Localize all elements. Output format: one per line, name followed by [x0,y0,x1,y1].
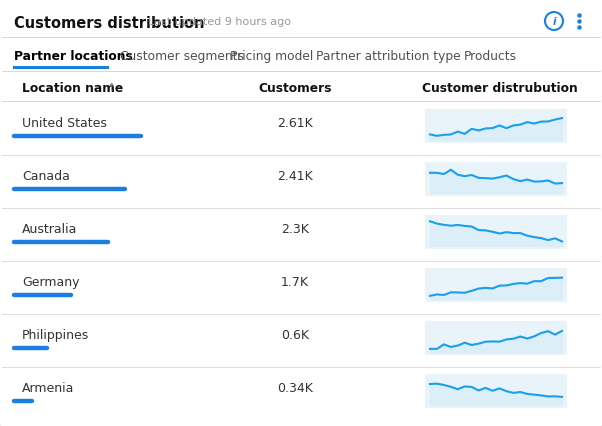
FancyBboxPatch shape [425,163,567,196]
FancyBboxPatch shape [425,374,567,408]
Text: Australia: Australia [22,222,78,236]
Text: Products: Products [464,50,517,63]
FancyBboxPatch shape [425,268,567,302]
Text: Armenia: Armenia [22,381,75,394]
Text: 0.34K: 0.34K [277,381,313,394]
Text: Location name: Location name [22,82,123,95]
Text: Germany: Germany [22,275,79,288]
FancyBboxPatch shape [425,110,567,144]
FancyBboxPatch shape [425,321,567,355]
Text: Last updated 9 hours ago: Last updated 9 hours ago [148,17,291,27]
Text: 2.3K: 2.3K [281,222,309,236]
Text: i: i [552,17,556,27]
FancyBboxPatch shape [425,216,567,249]
Text: 2.41K: 2.41K [277,170,313,183]
Text: 2.61K: 2.61K [277,117,313,130]
Text: Canada: Canada [22,170,70,183]
Text: Customer distrubution: Customer distrubution [422,82,578,95]
Text: ↑: ↑ [107,83,116,93]
Text: Pricing model: Pricing model [230,50,313,63]
Text: Partner attribution type: Partner attribution type [316,50,461,63]
Text: Customer segments: Customer segments [120,50,244,63]
Text: Partner locations: Partner locations [14,50,133,63]
Text: United States: United States [22,117,107,130]
Text: Philippines: Philippines [22,328,89,341]
Text: Customers distribution: Customers distribution [14,16,205,31]
Text: Customers: Customers [258,82,332,95]
Text: 0.6K: 0.6K [281,328,309,341]
Text: 1.7K: 1.7K [281,275,309,288]
